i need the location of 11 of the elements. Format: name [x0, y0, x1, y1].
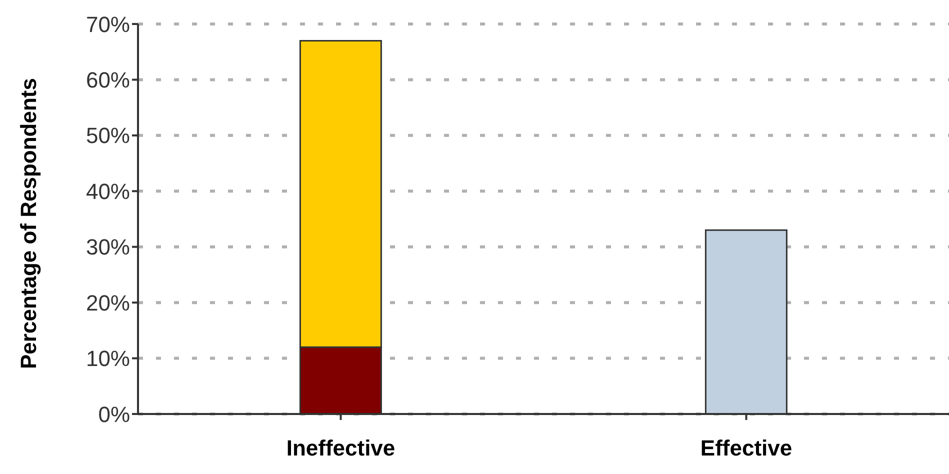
y-tick-label: 30% — [86, 234, 130, 260]
y-tick-label: 50% — [86, 123, 130, 148]
y-tick-label: 0% — [98, 402, 130, 427]
y-tick-label: 70% — [86, 12, 130, 37]
y-tick-label: 20% — [86, 290, 130, 316]
x-tick-label: Ineffective — [286, 436, 396, 461]
y-tick-label: 60% — [86, 68, 130, 93]
y-axis-title: Percentage of Respondents — [16, 78, 41, 369]
y-tick-label: 10% — [86, 346, 130, 372]
y-tick-label: 40% — [86, 178, 130, 204]
x-tick-label: Effective — [700, 436, 792, 461]
